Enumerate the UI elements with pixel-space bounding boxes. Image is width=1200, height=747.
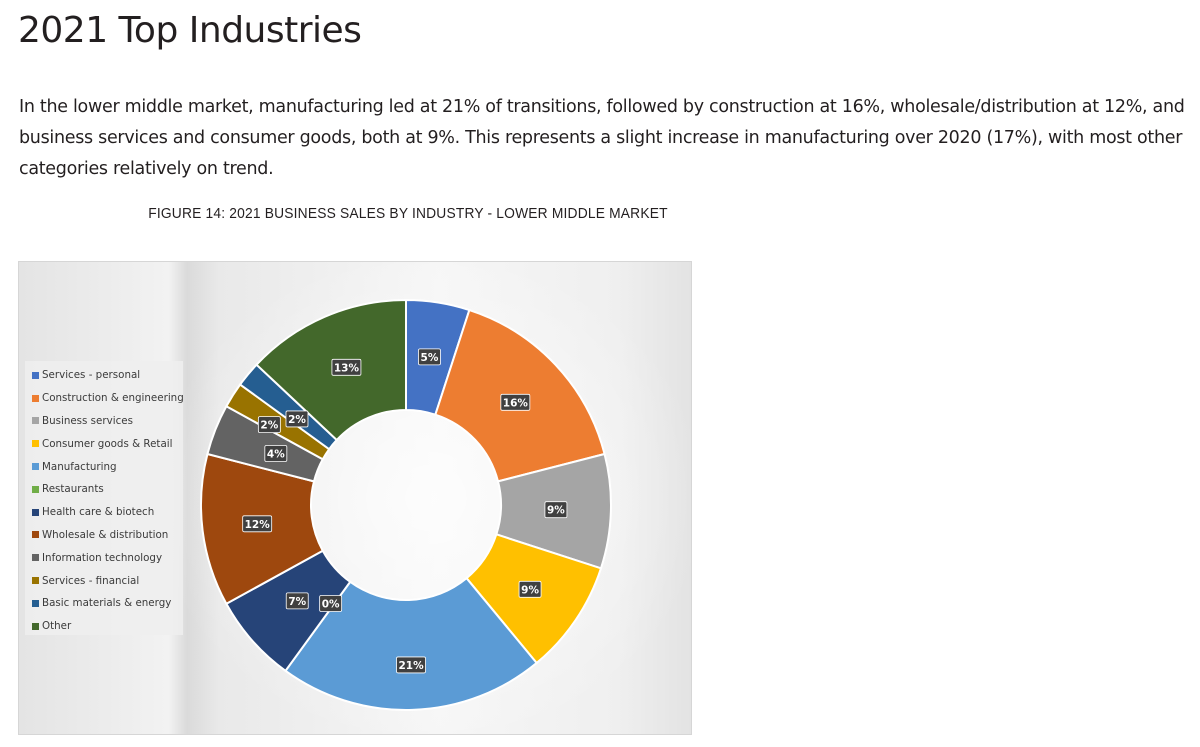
legend-label: Construction & engineering bbox=[42, 392, 184, 405]
data-label-box bbox=[319, 595, 343, 612]
data-label-construction-engineering: 16% bbox=[500, 393, 531, 411]
legend-item-restaurants: Restaurants bbox=[25, 478, 183, 501]
data-label-text: 9% bbox=[521, 584, 539, 596]
data-label-basic-materials-energy: 2% bbox=[285, 410, 309, 428]
legend-item-manufacturing: Manufacturing bbox=[25, 455, 183, 478]
data-label-consumer-goods-retail: 9% bbox=[518, 580, 542, 598]
data-label-text: 13% bbox=[334, 362, 360, 374]
data-label-box bbox=[285, 410, 309, 428]
page-title: 2021 Top Industries bbox=[18, 10, 362, 51]
data-label-text: 9% bbox=[547, 505, 565, 517]
data-label-zero: 0% bbox=[319, 595, 343, 612]
chart-legend: Services - personal Construction & engine… bbox=[25, 361, 184, 638]
legend-item-other: Other bbox=[25, 615, 183, 638]
legend-label: Services - personal bbox=[42, 369, 141, 382]
legend-swatch bbox=[32, 417, 39, 425]
data-label-text: 0% bbox=[322, 598, 340, 610]
legend-item-wholesale-distribution: Wholesale & distribution bbox=[25, 524, 183, 547]
legend-swatch bbox=[32, 463, 39, 471]
legend-swatch bbox=[32, 599, 39, 607]
legend-swatch bbox=[32, 508, 39, 516]
donut-chart: 5% 16% 9% 9% 21% 7% 12% 4% 2% 2% 13% 0% bbox=[200, 298, 612, 711]
legend-item-basic-materials-energy: Basic materials & energy bbox=[25, 592, 183, 615]
legend-item-health-care-biotech: Health care & biotech bbox=[25, 501, 183, 524]
data-label-box bbox=[518, 580, 542, 598]
legend-item-business-services: Business services bbox=[25, 410, 183, 433]
data-label-text: 5% bbox=[421, 352, 439, 364]
data-label-services-personal: 5% bbox=[418, 348, 441, 366]
data-label-box bbox=[418, 348, 441, 366]
legend-label: Wholesale & distribution bbox=[42, 528, 169, 541]
data-label-box bbox=[285, 592, 309, 610]
legend-label: Consumer goods & Retail bbox=[42, 437, 173, 450]
slice-manufacturing bbox=[284, 576, 539, 711]
legend-swatch bbox=[32, 371, 39, 379]
legend-label: Other bbox=[42, 620, 72, 633]
data-label-manufacturing: 21% bbox=[396, 656, 426, 674]
legend-label: Basic materials & energy bbox=[42, 597, 172, 610]
data-label-box bbox=[500, 393, 531, 411]
data-label-other: 13% bbox=[331, 358, 362, 376]
legend-swatch bbox=[32, 440, 39, 448]
legend-item-construction-engineering: Construction & engineering bbox=[25, 387, 184, 410]
data-label-information-technology: 4% bbox=[264, 445, 288, 462]
legend-label: Manufacturing bbox=[42, 460, 117, 473]
data-label-text: 12% bbox=[245, 519, 271, 531]
data-label-business-services: 9% bbox=[544, 501, 568, 519]
legend-label: Services - financial bbox=[42, 574, 140, 587]
legend-swatch bbox=[32, 394, 39, 402]
data-label-box bbox=[242, 515, 273, 533]
legend-swatch bbox=[32, 485, 39, 493]
slice-other bbox=[255, 298, 407, 442]
data-label-text: 4% bbox=[267, 448, 285, 460]
data-label-text: 7% bbox=[288, 596, 306, 608]
data-label-text: 21% bbox=[398, 660, 424, 672]
legend-swatch bbox=[32, 554, 39, 562]
legend-item-information-technology: Information technology bbox=[25, 546, 183, 569]
data-label-box bbox=[396, 656, 426, 674]
legend-item-consumer-goods-retail: Consumer goods & Retail bbox=[25, 432, 183, 455]
legend-swatch bbox=[32, 577, 39, 585]
legend-swatch bbox=[32, 622, 39, 630]
data-label-text: 2% bbox=[288, 414, 306, 426]
legend-label: Health care & biotech bbox=[42, 506, 155, 519]
chart-title: FIGURE 14: 2021 BUSINESS SALES BY INDUST… bbox=[148, 205, 668, 222]
legend-item-services-personal: Services - personal bbox=[25, 364, 183, 387]
data-label-health-care-biotech: 7% bbox=[285, 592, 309, 610]
data-label-box bbox=[264, 445, 288, 462]
data-label-box bbox=[331, 358, 362, 376]
data-label-wholesale-distribution: 12% bbox=[242, 515, 273, 533]
legend-label: Business services bbox=[42, 414, 133, 427]
data-label-text: 2% bbox=[260, 420, 278, 432]
legend-label: Information technology bbox=[42, 551, 163, 564]
intro-paragraph: In the lower middle market, manufacturin… bbox=[19, 97, 1185, 179]
chart-area: 5% 16% 9% 9% 21% 7% 12% 4% 2% 2% 13% 0% Services - … bbox=[18, 261, 692, 735]
data-label-box bbox=[544, 501, 568, 519]
data-label-box bbox=[257, 416, 281, 434]
data-label-text: 16% bbox=[503, 397, 529, 409]
legend-label: Restaurants bbox=[42, 483, 104, 496]
data-label-services-financial: 2% bbox=[257, 416, 281, 434]
legend-swatch bbox=[32, 531, 39, 539]
legend-item-services-financial: Services - financial bbox=[25, 569, 183, 592]
